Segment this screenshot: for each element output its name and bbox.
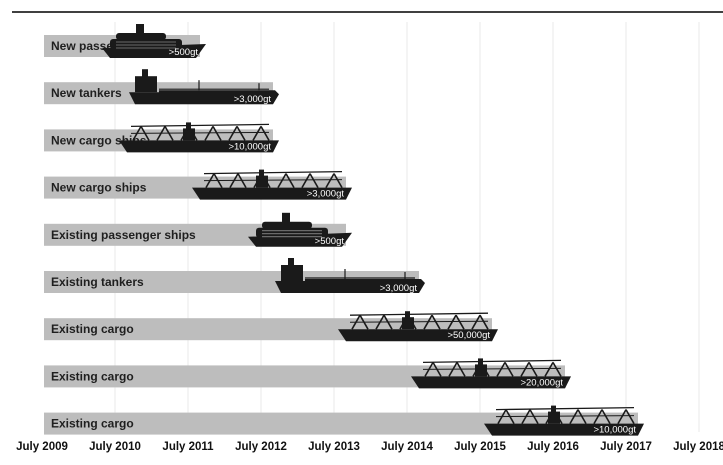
x-tick-label: July 2011 xyxy=(162,441,214,453)
x-tick-label: July 2017 xyxy=(600,441,652,453)
bar-row: New passenger ships>500gt xyxy=(44,24,206,58)
ship-passenger-icon xyxy=(248,212,352,247)
x-tick-label: July 2015 xyxy=(454,441,506,453)
bar-series: New passenger ships>500gt New tankers >3,0… xyxy=(44,24,644,436)
bar-row: Existing cargo >10,000gt xyxy=(44,405,644,436)
bar-row: New tankers >3,000gt xyxy=(44,69,279,105)
ship-cargo-icon xyxy=(411,358,571,389)
x-tick-label: July 2016 xyxy=(527,441,579,453)
threshold-label: >20,000gt xyxy=(520,377,563,388)
bar-label: Existing passenger ships xyxy=(51,228,196,242)
ship-cargo-icon xyxy=(338,311,498,342)
bar-row: Existing cargo >20,000gt xyxy=(44,358,571,389)
x-tick-label: July 2013 xyxy=(308,441,360,453)
bar-label: New cargo ships xyxy=(51,181,147,195)
bar-label: Existing tankers xyxy=(51,275,144,289)
bar-label: Existing cargo xyxy=(51,417,134,431)
ship-cargo-icon xyxy=(192,169,352,200)
x-tick-label: July 2014 xyxy=(381,441,433,453)
bar-label: Existing cargo xyxy=(51,369,134,383)
threshold-label: >500gt xyxy=(315,236,345,247)
ship-tanker-icon xyxy=(275,258,425,293)
threshold-label: >3,000gt xyxy=(307,189,345,200)
bar-label: New tankers xyxy=(51,86,122,100)
threshold-label: >50,000gt xyxy=(447,330,490,341)
bar-row: New cargo ships >10,000gt xyxy=(44,122,279,153)
ship-cargo-icon xyxy=(119,122,279,153)
threshold-label: >3,000gt xyxy=(234,94,272,105)
ship-tanker-icon xyxy=(129,69,279,105)
threshold-label: >3,000gt xyxy=(380,283,418,294)
bar-label: Existing cargo xyxy=(51,322,134,336)
x-tick-label: July 2010 xyxy=(89,441,141,453)
x-tick-label: July 2009 xyxy=(16,441,68,453)
ship-cargo-icon xyxy=(484,405,644,436)
bar-row: Existing passenger ships >500gt xyxy=(44,212,352,247)
ship-passenger-icon xyxy=(102,24,206,58)
threshold-label: >500gt xyxy=(169,47,199,58)
threshold-label: >10,000gt xyxy=(228,141,271,152)
bar-row: Existing tankers >3,000gt xyxy=(44,258,425,294)
x-axis: July 2009 July 2010 July 2011 July 2012 July… xyxy=(16,441,723,453)
threshold-label: >10,000gt xyxy=(593,425,636,436)
bar-row: Existing cargo >50,000gt xyxy=(44,311,498,342)
x-tick-label: July 2012 xyxy=(235,441,287,453)
bar-row: New cargo ships >3,000gt xyxy=(44,169,352,200)
x-tick-label: July 2018 xyxy=(673,441,723,453)
